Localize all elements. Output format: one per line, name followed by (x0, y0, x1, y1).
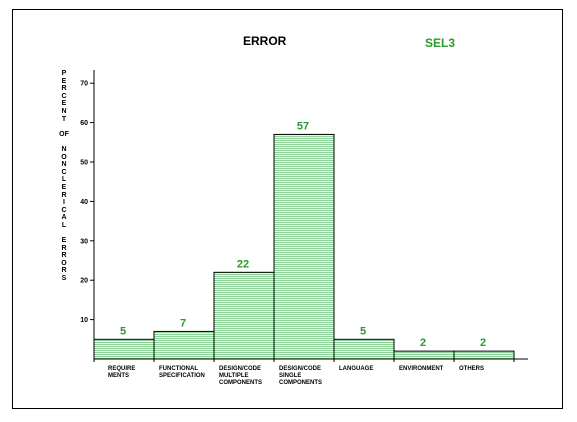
bar (393, 350, 455, 360)
y-tick-label: 50 (80, 160, 88, 167)
x-tick-label: REQUIRE (108, 366, 135, 372)
y-axis-label-letter: C (61, 168, 67, 176)
y-axis-label-letter: R (61, 85, 67, 93)
x-tick-label: COMPONENTS (219, 380, 262, 386)
bar (213, 271, 275, 360)
x-tick-label: MENTS (108, 373, 129, 379)
y-axis-label-letter: P (61, 70, 67, 77)
y-tick-label: 10 (80, 317, 88, 324)
y-axis-label-letter: N (61, 145, 67, 153)
x-tick-label: MULTIPLE (219, 373, 249, 379)
y-axis-label-letter: I (63, 199, 65, 207)
x-tick-label: FUNCTIONAL (159, 366, 198, 372)
x-tick-label: COMPONENTS (279, 380, 322, 386)
y-axis-label-letter: E (61, 77, 67, 85)
data-label: 22 (237, 258, 249, 270)
y-axis-label-letter: R (61, 267, 67, 275)
data-label: 5 (120, 325, 126, 337)
y-axis-label-letter: R (61, 191, 67, 199)
bar (453, 350, 515, 360)
x-tick-label: DESIGN/CODE (279, 366, 321, 372)
bar (333, 338, 395, 360)
y-axis-label-letter: L (61, 221, 67, 229)
data-label: 57 (297, 120, 309, 132)
y-axis-label-letter: E (61, 237, 67, 245)
y-axis-label-letter: C (61, 206, 67, 214)
y-axis-label-letter: L (61, 176, 67, 184)
x-tick-label: ENVIRONMENT (399, 366, 444, 372)
y-axis-label-letter: N (61, 107, 67, 115)
x-tick-label: LANGUAGE (339, 366, 373, 372)
y-tick-label: 20 (80, 278, 88, 285)
y-axis-label-letter: A (61, 214, 67, 222)
y-axis-label-word: OF (59, 130, 69, 138)
y-axis-label-letter: O (61, 153, 67, 161)
x-tick-label: SINGLE (279, 373, 301, 379)
y-axis-label-letter: S (61, 275, 67, 283)
y-axis-label-letter: E (61, 100, 67, 108)
x-tick-label: OTHERS (459, 366, 484, 372)
bar (93, 338, 155, 360)
bar (153, 330, 215, 360)
chart-subtitle: SEL3 (425, 36, 456, 50)
y-axis-label-letter: R (61, 244, 67, 252)
chart-title: ERROR (243, 34, 287, 48)
y-axis-label-letter: N (61, 161, 67, 169)
bar (273, 133, 335, 360)
chart-frame (12, 9, 563, 409)
y-axis-label-letter: C (61, 92, 67, 100)
x-tick-label: DESIGN/CODE (219, 366, 261, 372)
y-axis-label-letter: T (61, 115, 67, 123)
y-tick-label: 40 (80, 199, 88, 206)
y-axis-label-letter: E (61, 183, 67, 191)
data-label: 2 (480, 337, 486, 349)
y-axis-label-letter: R (61, 252, 67, 260)
y-tick-label: 70 (80, 81, 88, 88)
x-tick-label: SPECIFICATION (159, 373, 205, 379)
y-tick-label: 60 (80, 120, 88, 127)
data-label: 2 (420, 337, 426, 349)
y-tick-label: 30 (80, 238, 88, 245)
y-axis-label-letter: O (61, 259, 67, 267)
data-label: 5 (360, 325, 366, 337)
data-label: 7 (180, 317, 186, 329)
